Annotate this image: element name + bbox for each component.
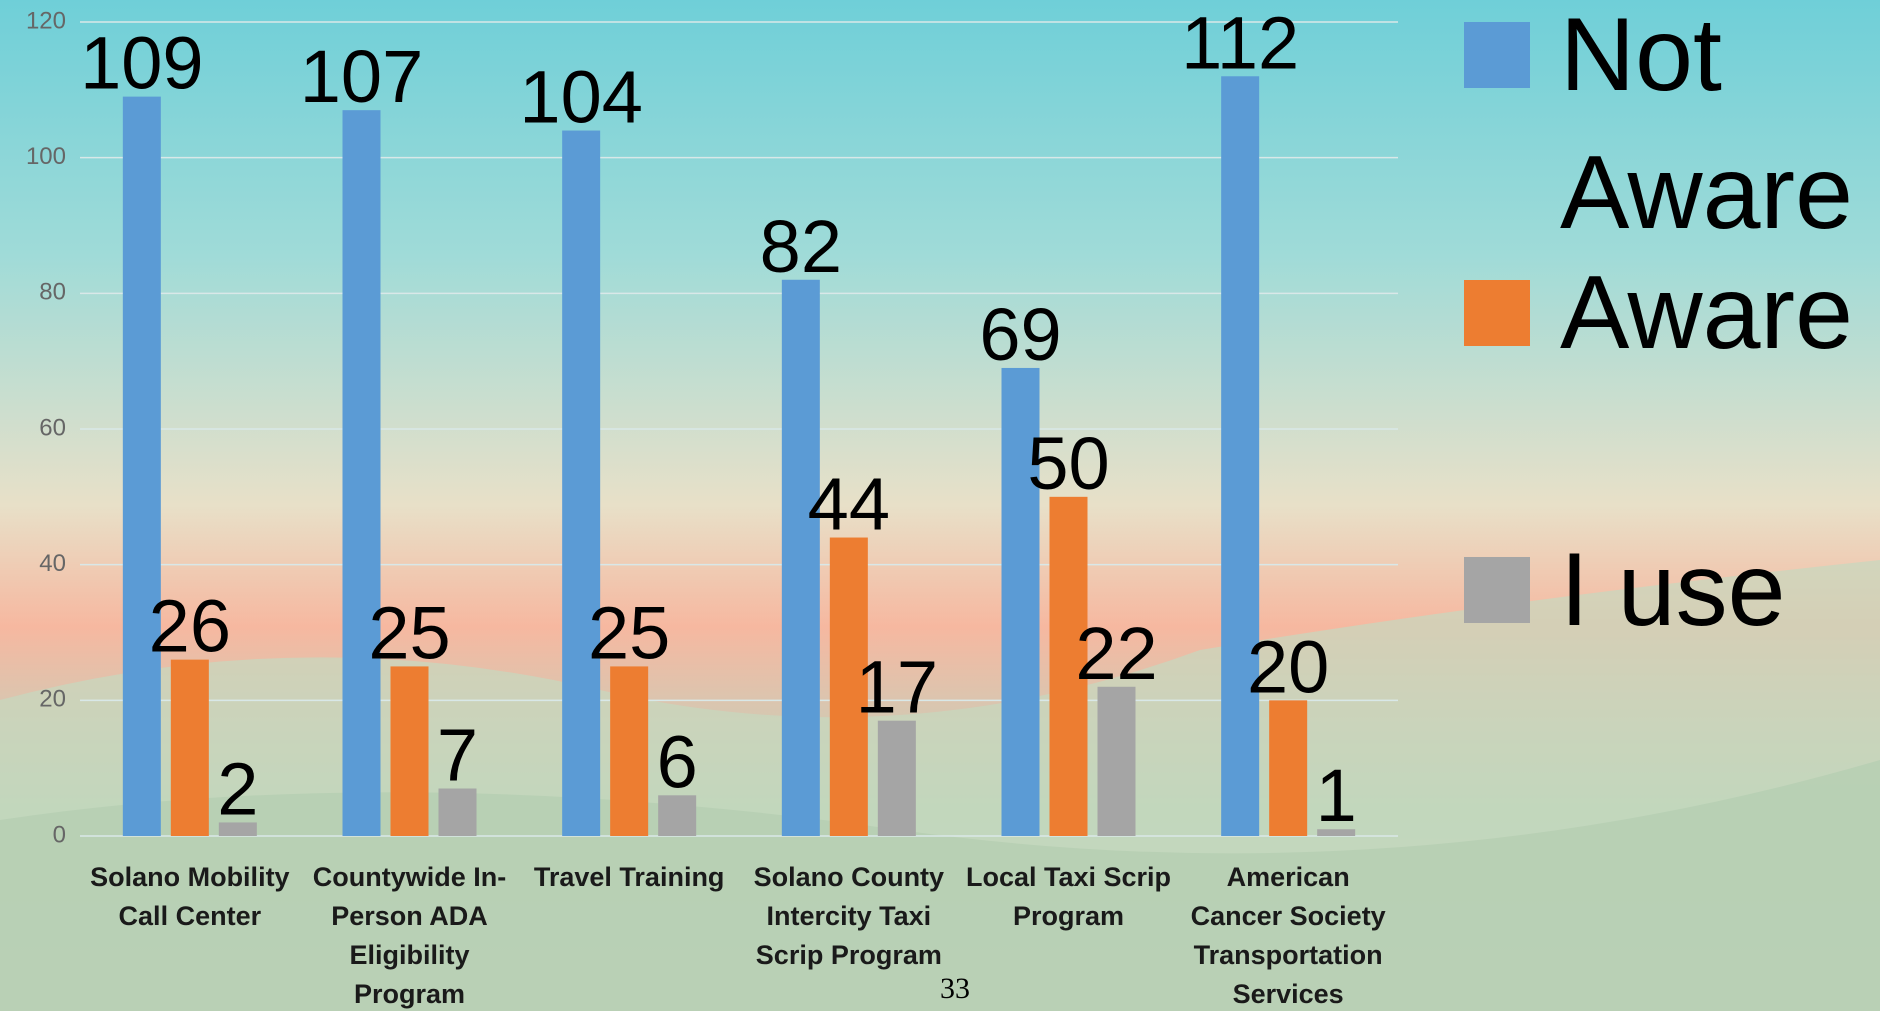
bar [877,720,916,836]
bar [438,788,477,836]
y-tick-label: 100 [26,143,66,170]
value-label: 1 [1316,754,1357,837]
bar [122,96,161,836]
value-label: 22 [1075,612,1157,695]
bar [610,666,649,836]
bar [1049,496,1088,836]
x-tick-label: Countywide In-Person ADA Eligibility Pro… [312,862,507,1009]
x-tick-label: Solano County Intercity Taxi Scrip Progr… [753,862,945,970]
y-tick-label: 40 [39,550,66,577]
legend-label: Not Aware [1560,0,1853,251]
x-tick-label: Solano Mobility Call Center [90,862,290,931]
value-label: 25 [368,591,450,674]
value-label: 104 [519,56,642,139]
bar [218,822,257,836]
x-tick-label: American Cancer Society Transportation S… [1190,862,1386,1009]
bar [1269,700,1308,836]
bar [1317,829,1356,836]
value-label: 107 [300,35,423,118]
legend-label: Aware [1560,255,1853,371]
value-label: 26 [149,585,231,668]
value-label: 112 [1181,1,1299,84]
bar [829,537,868,836]
value-label: 44 [808,463,890,546]
bar [562,130,601,837]
y-tick-label: 60 [39,414,66,441]
page-number: 33 [940,972,970,1005]
bar [1001,367,1040,836]
value-label: 7 [437,714,478,797]
bar [1221,76,1260,837]
x-tick-label: Travel Training [533,862,725,892]
legend-swatch [1464,22,1530,88]
legend-swatch [1464,557,1530,623]
y-tick-label: 120 [26,7,66,34]
value-label: 109 [80,22,203,105]
bar [170,659,209,836]
bar [390,666,429,836]
value-label: 25 [588,591,670,674]
bar [781,279,820,836]
x-tick-label: Local Taxi Scrip Program [965,862,1172,931]
bar [342,110,381,836]
legend-label: I use [1560,532,1786,648]
value-label: 6 [657,720,698,803]
value-label: 50 [1027,422,1109,505]
value-label: 2 [217,747,258,830]
y-tick-label: 20 [39,686,66,713]
y-tick-label: 80 [39,279,66,306]
bar [1097,686,1136,836]
bar [658,795,697,836]
value-label: 82 [760,205,842,288]
value-label: 20 [1247,625,1329,708]
value-label: 17 [856,646,938,729]
value-label: 69 [979,293,1061,376]
y-tick-label: 0 [53,821,66,848]
legend-swatch [1464,280,1530,346]
